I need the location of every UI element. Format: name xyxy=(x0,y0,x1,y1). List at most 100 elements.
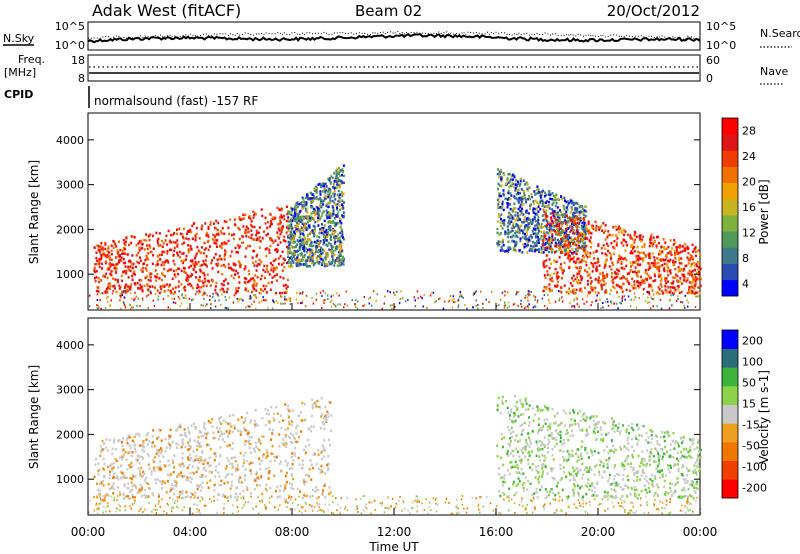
echo-cell xyxy=(174,241,177,244)
echo-cell xyxy=(639,263,642,266)
echo-cell xyxy=(338,200,341,203)
echo-cell xyxy=(187,279,189,282)
echo-cell xyxy=(449,295,452,298)
echo-cell xyxy=(647,268,650,271)
echo-cell xyxy=(565,200,568,204)
echo-cell xyxy=(505,232,508,235)
echo-cell xyxy=(215,465,218,468)
echo-cell xyxy=(96,259,99,263)
echo-cell xyxy=(284,434,287,437)
echo-cell xyxy=(129,446,132,450)
echo-cell xyxy=(674,276,676,279)
echo-cell xyxy=(466,307,468,310)
echo-cell xyxy=(123,252,126,255)
echo-cell xyxy=(244,265,247,268)
echo-cell xyxy=(583,235,586,238)
echo-cell xyxy=(333,217,336,220)
echo-cell xyxy=(592,227,595,231)
echo-cell xyxy=(182,237,185,240)
echo-cell xyxy=(255,233,258,237)
echo-cell xyxy=(609,293,611,296)
echo-cell xyxy=(500,176,503,179)
echo-cell xyxy=(556,206,559,209)
echo-cell xyxy=(286,245,288,249)
echo-cell xyxy=(243,443,246,446)
echo-cell xyxy=(580,205,583,208)
echo-cell xyxy=(236,464,239,467)
echo-cell xyxy=(517,207,520,211)
echo-cell xyxy=(636,263,639,266)
echo-cell xyxy=(688,269,691,272)
echo-cell xyxy=(231,465,234,468)
echo-cell xyxy=(562,232,565,236)
echo-cell xyxy=(149,275,152,278)
echo-cell xyxy=(125,292,127,295)
echo-cell xyxy=(218,299,220,302)
echo-cell xyxy=(666,270,669,273)
echo-cell xyxy=(208,443,210,447)
echo-cell xyxy=(578,213,581,217)
echo-cell xyxy=(108,473,111,477)
echo-cell xyxy=(219,230,222,233)
echo-cell xyxy=(232,269,235,272)
echo-cell xyxy=(333,260,336,263)
echo-cell xyxy=(181,443,184,446)
echo-cell xyxy=(339,231,342,235)
echo-cell xyxy=(677,295,679,298)
echo-cell xyxy=(663,269,666,273)
echo-cell xyxy=(100,246,103,249)
echo-cell xyxy=(216,228,219,232)
echo-cell xyxy=(306,234,309,238)
echo-cell xyxy=(509,203,512,206)
echo-cell xyxy=(545,248,548,252)
echo-cell xyxy=(189,472,192,475)
echo-cell xyxy=(333,221,336,225)
echo-cell xyxy=(301,204,304,207)
echo-cell xyxy=(522,203,525,206)
echo-cell xyxy=(224,306,227,309)
echo-cell xyxy=(426,307,428,310)
echo-cell xyxy=(532,211,535,214)
echo-cell xyxy=(142,299,144,302)
colorbar-tick-label: 20 xyxy=(742,176,756,189)
echo-cell xyxy=(317,243,320,246)
echo-cell xyxy=(564,199,566,202)
echo-cell xyxy=(581,221,584,225)
echo-cell xyxy=(185,297,188,300)
echo-cell xyxy=(163,464,166,467)
echo-cell xyxy=(267,270,270,274)
echo-cell xyxy=(311,229,314,232)
echo-cell xyxy=(321,306,323,309)
echo-cell xyxy=(341,250,344,253)
echo-cell xyxy=(537,188,540,191)
echo-cell xyxy=(298,259,301,262)
echo-cell xyxy=(648,254,650,257)
echo-cell xyxy=(142,442,145,445)
echo-cell xyxy=(271,428,274,432)
echo-cell xyxy=(134,474,137,478)
echo-cell xyxy=(284,295,286,298)
echo-cell xyxy=(591,301,593,304)
echo-cell xyxy=(526,187,529,191)
echo-cell xyxy=(296,243,299,246)
echo-cell xyxy=(278,445,281,448)
echo-cell xyxy=(482,306,484,309)
echo-cell xyxy=(574,293,576,295)
echo-cell xyxy=(514,219,517,222)
echo-cell xyxy=(640,238,643,241)
echo-cell xyxy=(630,250,633,253)
echo-cell xyxy=(552,201,555,205)
echo-cell xyxy=(250,236,253,240)
echo-cell xyxy=(615,234,618,237)
echo-cell xyxy=(291,265,294,268)
echo-cell xyxy=(578,246,581,249)
echo-cell xyxy=(528,293,531,296)
echo-cell xyxy=(290,213,293,216)
echo-cell xyxy=(637,258,640,262)
echo-cell xyxy=(511,229,514,233)
echo-cell xyxy=(129,476,132,480)
echo-cell xyxy=(301,300,304,303)
echo-cell xyxy=(201,474,204,477)
echo-cell xyxy=(500,184,503,188)
echo-cell xyxy=(524,235,527,239)
